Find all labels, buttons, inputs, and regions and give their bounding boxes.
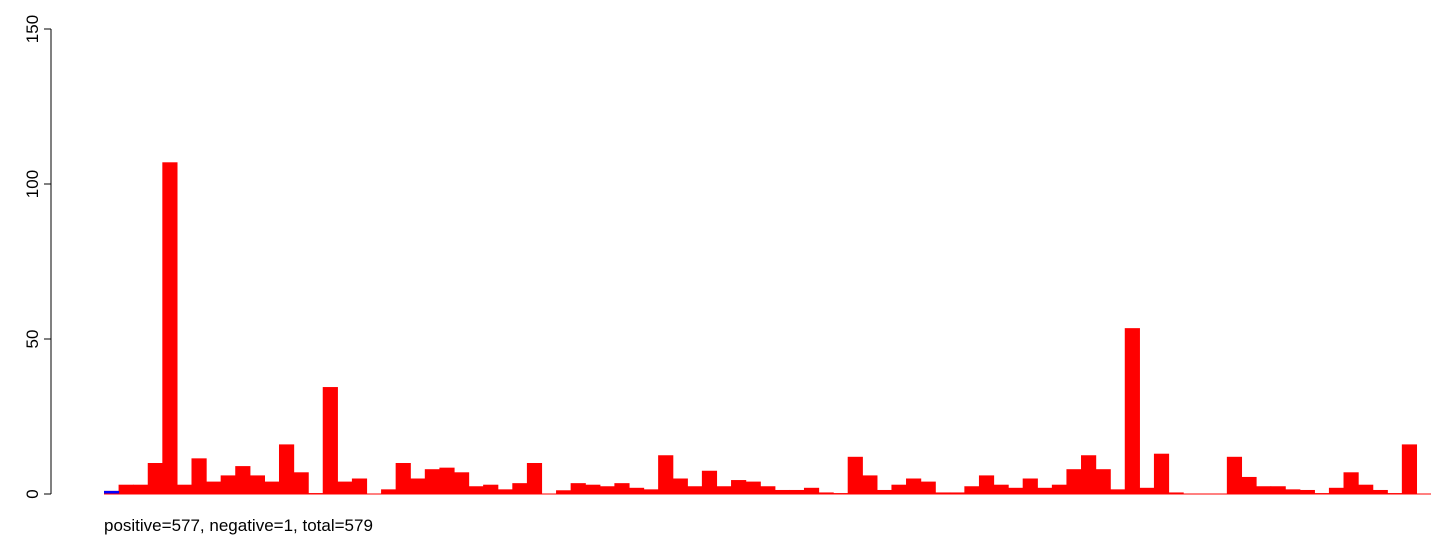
bar-series0-24 — [453, 472, 470, 494]
bar-series0-78 — [1241, 476, 1257, 494]
bar-series0-51 — [847, 456, 863, 494]
bar-series0-82 — [1299, 489, 1315, 494]
bar-series0-23 — [439, 467, 455, 494]
bar-series0-7 — [206, 481, 222, 494]
bar-series0-36 — [628, 487, 645, 494]
bar-series0-85 — [1343, 472, 1359, 494]
bar-series0-47 — [789, 489, 805, 494]
bar-series0-3 — [147, 463, 163, 494]
bar-series0-66 — [1066, 469, 1082, 494]
bar-series0-5 — [176, 484, 193, 494]
bar-series0-45 — [760, 486, 776, 494]
bar-series0-21 — [410, 478, 426, 494]
bar-series0-11 — [264, 481, 280, 494]
bar-series0-35 — [614, 483, 630, 494]
bar-series0-42 — [716, 486, 732, 494]
bar-series0-55 — [906, 478, 922, 494]
bar-series0-37 — [643, 489, 659, 494]
bar-series0-27 — [497, 489, 513, 494]
bar-series0-38 — [658, 455, 674, 494]
bar-series0-26 — [483, 484, 499, 494]
bar-series0-6 — [191, 458, 207, 494]
bar-series0-48 — [803, 487, 820, 494]
bar-series0-58 — [949, 492, 965, 494]
y-tick-label-150: 150 — [23, 15, 42, 43]
bar-series0-22 — [424, 469, 440, 494]
bar-series0-10 — [249, 475, 265, 494]
bar-series1-0 — [104, 490, 120, 494]
bar-series0-59 — [964, 486, 980, 494]
bar-series0-12 — [278, 444, 295, 494]
y-tick-label-100: 100 — [23, 170, 42, 198]
bar-series0-9 — [235, 466, 251, 494]
bar-series0-71 — [1139, 487, 1155, 494]
bar-series0-16 — [337, 481, 353, 494]
bar-series0-64 — [1037, 487, 1053, 494]
bar-series0-25 — [468, 486, 484, 494]
bar-series0-28 — [512, 483, 528, 494]
bar-series0-52 — [862, 475, 878, 494]
bar-series0-77 — [1226, 456, 1243, 494]
bar-series0-4 — [162, 162, 178, 495]
bar-series0-69 — [1110, 489, 1126, 494]
bar-series0-41 — [701, 470, 718, 494]
bar-series0-67 — [1081, 455, 1097, 494]
bar-series0-19 — [381, 489, 397, 494]
bar-series0-53 — [876, 489, 893, 494]
bar-series0-29 — [526, 463, 543, 494]
bar-series0-46 — [774, 489, 790, 494]
y-tick-label-50: 50 — [23, 330, 42, 349]
bar-series0-49 — [818, 492, 834, 494]
bar-series0-1 — [118, 484, 134, 494]
y-tick-label-0: 0 — [23, 489, 42, 498]
bar-series0-70 — [1124, 328, 1140, 494]
bar-series0-54 — [891, 484, 907, 494]
bar-series0-80 — [1270, 486, 1286, 494]
bar-series0-13 — [293, 472, 309, 494]
bar-series0-86 — [1358, 484, 1374, 494]
bar-series0-15 — [322, 387, 338, 494]
bar-series0-39 — [672, 478, 688, 494]
bar-series0-79 — [1256, 486, 1272, 494]
bar-series0-44 — [745, 481, 761, 494]
bar-series0-56 — [920, 481, 936, 494]
bar-series0-68 — [1095, 469, 1111, 494]
bar-series0-60 — [978, 475, 995, 494]
bar-series0-72 — [1153, 453, 1170, 494]
bar-series0-8 — [220, 475, 236, 494]
bar-series0-34 — [599, 486, 615, 494]
bar-series0-31 — [556, 490, 572, 494]
bar-series0-43 — [731, 480, 747, 494]
bar-series0-62 — [1008, 487, 1024, 494]
bars-group — [104, 162, 1431, 495]
bar-series0-61 — [993, 484, 1009, 494]
bar-series0-40 — [687, 486, 703, 494]
y-axis: 0 50 100 150 — [23, 15, 52, 499]
bar-series0-2 — [133, 484, 149, 494]
bar-series0-63 — [1022, 478, 1038, 494]
bar-series0-84 — [1328, 487, 1345, 494]
bar-series0-57 — [935, 492, 951, 494]
bar-series0-87 — [1372, 489, 1388, 494]
bar-series0-65 — [1051, 484, 1068, 494]
bar-series0-33 — [585, 484, 601, 494]
bar-series0-32 — [570, 483, 586, 494]
chart-caption: positive=577, negative=1, total=579 — [104, 516, 373, 535]
bar-series0-89 — [1401, 444, 1418, 494]
bar-series0-17 — [351, 478, 368, 494]
bar-series0-81 — [1285, 489, 1301, 494]
bar-series0-73 — [1168, 492, 1184, 494]
bar-series0-20 — [395, 463, 411, 494]
